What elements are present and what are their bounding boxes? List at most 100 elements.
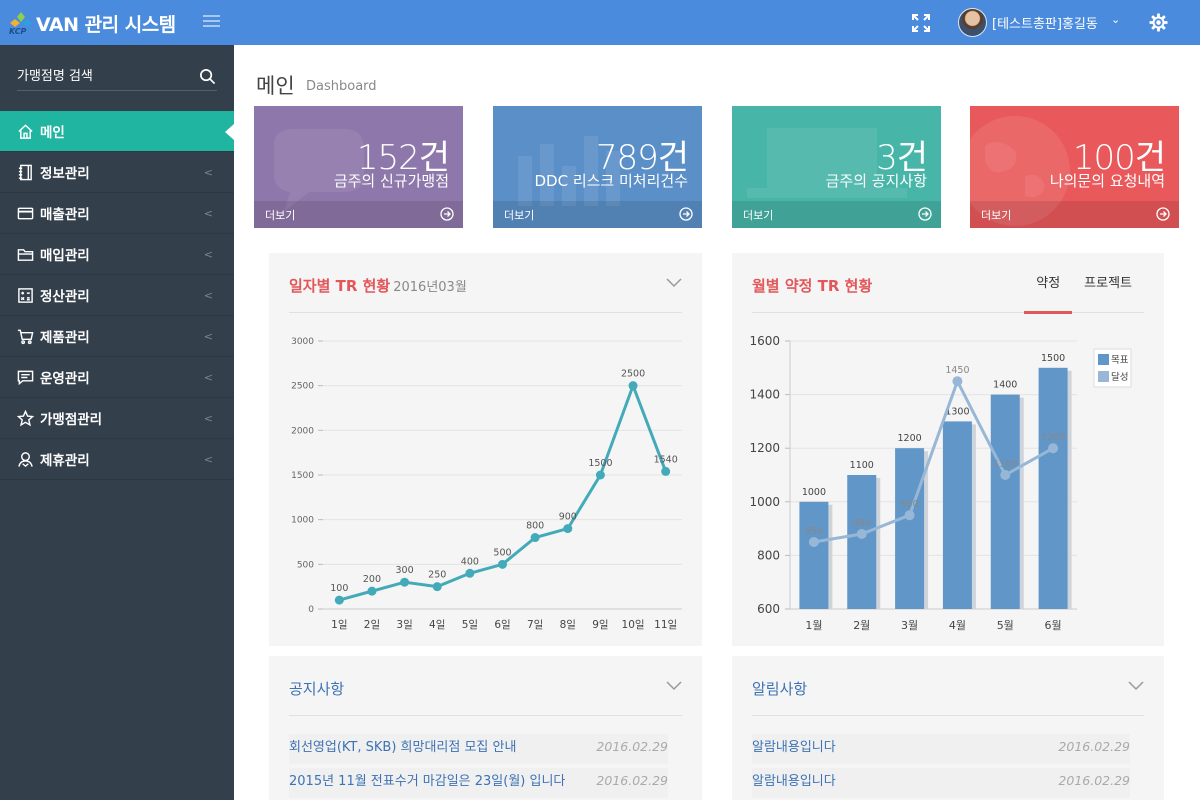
bar-label: 1300 bbox=[945, 406, 969, 417]
data-label: 880 bbox=[853, 518, 871, 529]
data-point bbox=[952, 376, 963, 387]
data-point bbox=[1000, 470, 1011, 480]
sidebar-item-sales[interactable]: 매출관리 < bbox=[0, 193, 234, 234]
chevron-down-icon[interactable] bbox=[666, 679, 682, 691]
app-logo[interactable]: KCP VAN 관리 시스템 bbox=[8, 9, 176, 37]
sidebar-item-product[interactable]: 제품관리 < bbox=[0, 316, 234, 357]
sidebar-item-label: 제휴관리 bbox=[40, 453, 90, 469]
page-subtitle: Dashboard bbox=[306, 79, 377, 94]
panel-header: 알림사항 bbox=[752, 656, 1144, 716]
notice-text[interactable]: 2015년 11월 전표수거 마감일은 23일(월) 입니다 bbox=[289, 774, 566, 789]
x-tick-label: 9일 bbox=[592, 618, 608, 631]
cart-icon bbox=[17, 329, 34, 344]
data-point bbox=[595, 470, 605, 480]
tab-contract[interactable]: 약정 bbox=[1024, 253, 1073, 314]
hamburger-icon[interactable] bbox=[203, 15, 220, 28]
y-tick-label: 1200 bbox=[749, 441, 780, 455]
sidebar-item-merchant[interactable]: 가맹점관리 < bbox=[0, 398, 234, 439]
notice-text[interactable]: 회선영업(KT, SKB) 희망대리점 모집 안내 bbox=[289, 740, 517, 755]
more-link[interactable]: 더보기 bbox=[970, 201, 1179, 228]
alert-panel: 알림사항 알람내용입니다 2016.02.29 알람내용입니다 2016.02.… bbox=[732, 656, 1164, 800]
logo-icon: KCP bbox=[9, 12, 32, 36]
panel-header: 일자별 TR 현황 2016년03월 bbox=[289, 253, 682, 313]
data-point bbox=[808, 537, 819, 547]
chevron-left-icon: < bbox=[203, 207, 213, 220]
data-label: 1500 bbox=[588, 458, 612, 469]
list-item[interactable]: 알람내용입니다 2016.02.29 bbox=[752, 734, 1130, 764]
bar-label: 1500 bbox=[1041, 353, 1065, 364]
sidebar-item-main[interactable]: 메인 bbox=[0, 111, 234, 152]
bar bbox=[990, 394, 1020, 609]
x-tick-label: 5월 bbox=[997, 619, 1014, 632]
list-item[interactable]: 알람내용입니다 2016.02.29 bbox=[752, 768, 1130, 798]
alert-date: 2016.02.29 bbox=[1058, 773, 1130, 788]
sidebar-item-purchase[interactable]: 매입관리 < bbox=[0, 234, 234, 275]
stat-value: 152건 bbox=[356, 138, 450, 178]
data-label: 1100 bbox=[993, 459, 1017, 470]
chevron-left-icon: < bbox=[203, 412, 213, 425]
sidebar: 메인 정보관리 < 매출관리 < 매입관리 < 정산관리 < 제품관리 < bbox=[0, 45, 234, 800]
comment-icon bbox=[17, 370, 34, 385]
alert-list: 알람내용입니다 2016.02.29 알람내용입니다 2016.02.29 bbox=[752, 734, 1130, 800]
y-tick-label: 500 bbox=[297, 560, 314, 570]
sidebar-item-operation[interactable]: 운영관리 < bbox=[0, 357, 234, 398]
gear-icon[interactable] bbox=[1149, 13, 1168, 32]
arrow-right-circle-icon bbox=[1156, 207, 1170, 221]
panel-header: 공지사항 bbox=[289, 656, 682, 716]
series-line bbox=[813, 379, 1054, 544]
alert-text[interactable]: 알람내용입니다 bbox=[752, 740, 836, 755]
list-item[interactable]: 회선영업(KT, SKB) 희망대리점 모집 안내 2016.02.29 bbox=[289, 734, 668, 764]
user-name[interactable]: [테스트총판]홍길동 bbox=[992, 17, 1098, 32]
data-point bbox=[1048, 443, 1059, 454]
data-point bbox=[498, 559, 507, 569]
stat-card-new-merchants: 152건 금주의 신규가맹점 더보기 bbox=[254, 106, 463, 228]
list-item[interactable]: 2015년 11월 전표수거 마감일은 23일(월) 입니다 2016.02.2… bbox=[289, 768, 668, 798]
x-tick-label: 4일 bbox=[429, 618, 445, 631]
avatar[interactable] bbox=[958, 8, 987, 37]
y-tick-label: 600 bbox=[757, 602, 780, 616]
more-link[interactable]: 더보기 bbox=[254, 201, 463, 228]
tab-project[interactable]: 프로젝트 bbox=[1084, 276, 1132, 291]
sidebar-item-settlement[interactable]: 정산관리 < bbox=[0, 275, 234, 316]
sidebar-item-partner[interactable]: 제휴관리 < bbox=[0, 439, 234, 480]
x-tick-label: 5일 bbox=[462, 618, 478, 631]
chevron-down-icon[interactable] bbox=[1128, 679, 1144, 691]
x-tick-label: 6월 bbox=[1045, 619, 1062, 632]
laptop-icon bbox=[747, 128, 907, 198]
data-label: 2500 bbox=[621, 369, 645, 380]
alert-text[interactable]: 알람내용입니다 bbox=[752, 774, 836, 789]
data-label: 1200 bbox=[1041, 432, 1065, 443]
sidebar-item-label: 가맹점관리 bbox=[40, 412, 103, 428]
expand-icon[interactable] bbox=[912, 14, 930, 32]
panel-title: 알림사항 bbox=[752, 680, 808, 698]
chevron-down-icon[interactable]: ⌄ bbox=[1111, 13, 1121, 26]
search-icon[interactable] bbox=[199, 68, 216, 85]
sidebar-menu: 메인 정보관리 < 매출관리 < 매입관리 < 정산관리 < 제품관리 < bbox=[0, 111, 234, 480]
bar-label: 1000 bbox=[802, 487, 826, 498]
chevron-down-icon[interactable] bbox=[666, 276, 682, 288]
globe-icon bbox=[970, 116, 1070, 226]
card-icon bbox=[17, 207, 34, 219]
stat-label: 금주의 공지사항 bbox=[825, 172, 927, 190]
bar-chart-icon bbox=[518, 136, 620, 206]
bar bbox=[1038, 367, 1068, 609]
more-link[interactable]: 더보기 bbox=[732, 201, 941, 228]
y-tick-label: 2000 bbox=[291, 426, 314, 436]
daily-chart-title: 일자별 TR 현황 bbox=[289, 277, 391, 295]
sidebar-item-label: 정보관리 bbox=[40, 166, 90, 182]
search-input[interactable] bbox=[17, 65, 187, 88]
panel-title: 일자별 TR 현황 2016년03월 bbox=[289, 275, 467, 296]
chevron-left-icon: < bbox=[203, 166, 213, 179]
data-point bbox=[432, 582, 442, 592]
stat-value: 789건 bbox=[595, 138, 689, 178]
sidebar-search bbox=[17, 65, 217, 91]
calculator-icon bbox=[18, 287, 33, 303]
x-tick-label: 3월 bbox=[901, 619, 918, 632]
star-icon bbox=[17, 409, 34, 426]
x-tick-label: 7일 bbox=[527, 618, 543, 631]
chevron-left-icon: < bbox=[203, 330, 213, 343]
more-link[interactable]: 더보기 bbox=[493, 201, 702, 228]
sidebar-item-info[interactable]: 정보관리 < bbox=[0, 152, 234, 193]
sidebar-item-label: 매입관리 bbox=[40, 248, 90, 264]
legend-label: 목표 bbox=[1111, 355, 1129, 366]
